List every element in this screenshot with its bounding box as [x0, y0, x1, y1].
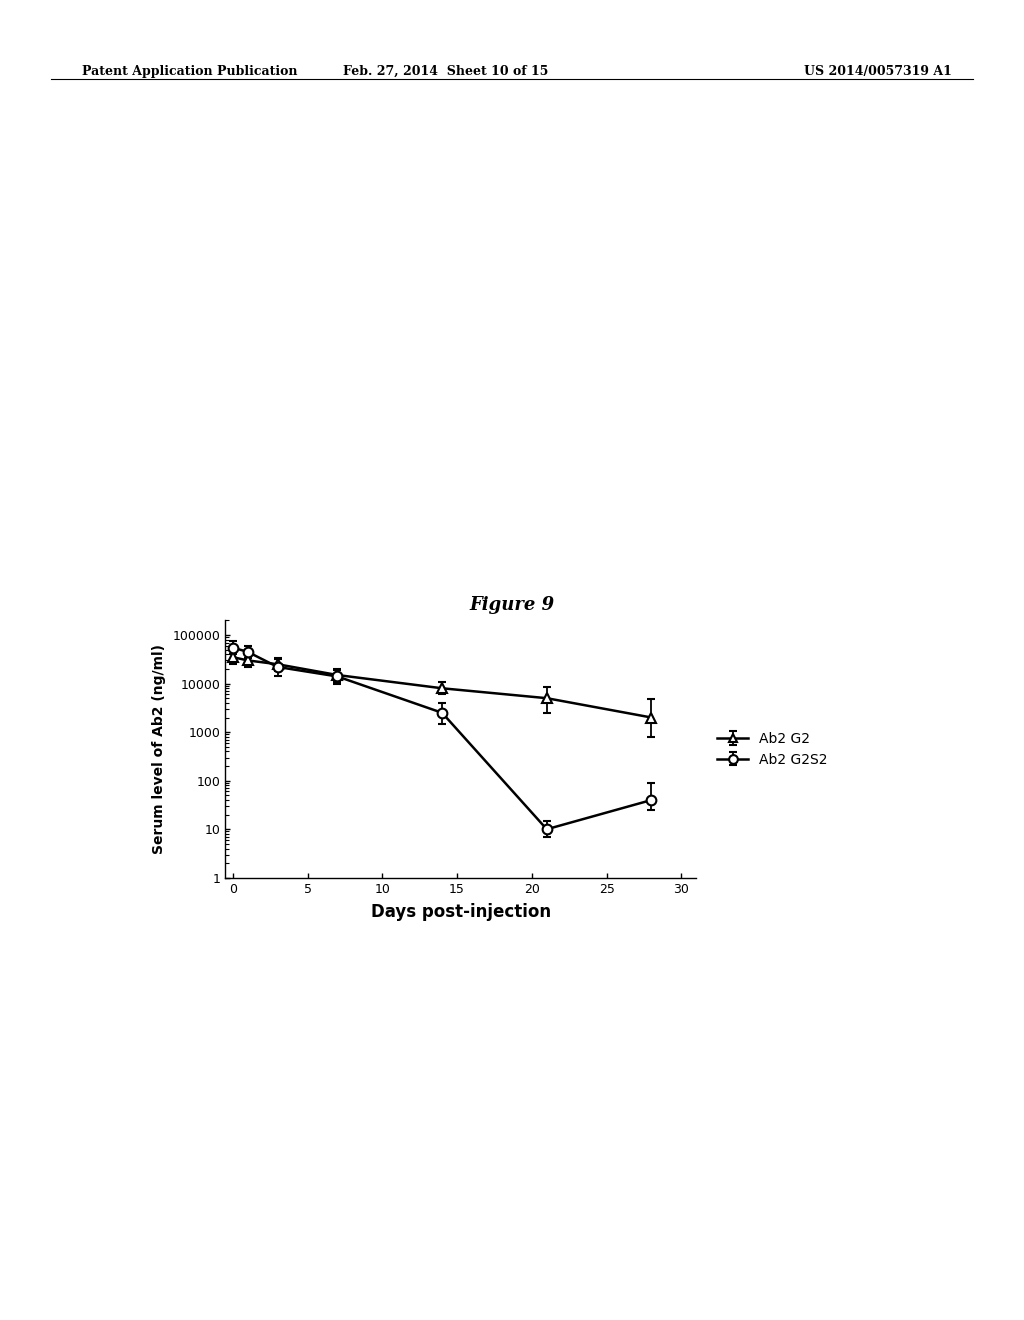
- Text: Patent Application Publication: Patent Application Publication: [82, 65, 297, 78]
- Text: Feb. 27, 2014  Sheet 10 of 15: Feb. 27, 2014 Sheet 10 of 15: [343, 65, 548, 78]
- Y-axis label: Serum level of Ab2 (ng/ml): Serum level of Ab2 (ng/ml): [152, 644, 166, 854]
- Text: Figure 9: Figure 9: [469, 595, 555, 614]
- Text: US 2014/0057319 A1: US 2014/0057319 A1: [805, 65, 952, 78]
- Legend: Ab2 G2, Ab2 G2S2: Ab2 G2, Ab2 G2S2: [718, 731, 827, 767]
- X-axis label: Days post-injection: Days post-injection: [371, 903, 551, 920]
